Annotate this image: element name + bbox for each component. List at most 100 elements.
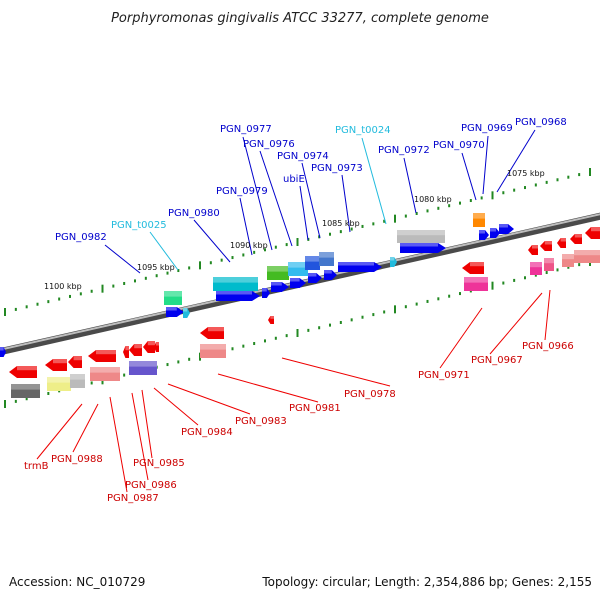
gene-highlight [560,238,566,242]
gene-block-highlight [11,384,40,390]
gene-block [473,213,485,227]
scale-dot [350,318,353,322]
gene-body [585,227,600,239]
scale-dot [578,263,581,267]
label-leader-line [496,129,536,193]
gene-block-highlight [319,252,334,258]
scale-dot [69,294,71,298]
gene-label-trmb: trmB [24,461,49,472]
scale-dot [556,268,559,272]
gene-block [530,262,542,275]
gene-label-pgn-0976: PGN_0976 [243,139,295,150]
label-leader-line [167,383,251,415]
label-leader-line [104,244,141,274]
gene-highlight [574,234,582,238]
gene-label-pgn-0986: PGN_0986 [125,480,177,491]
gene-body [479,230,489,240]
gene-arrow [490,228,500,238]
scale-dot [166,271,169,275]
label-leader-line [36,403,83,460]
scale-dot [383,219,386,223]
gene-block [70,374,85,388]
scale-dot [296,329,299,337]
gene-block [213,277,258,291]
gene-body [183,308,190,318]
label-leader-line [72,403,99,453]
gene-block [574,250,600,263]
scale-dot [90,289,93,293]
gene-highlight [470,262,484,267]
scale-dot [79,292,82,296]
gene-block-highlight [574,250,600,256]
label-leader-line [239,197,253,256]
gene-body [123,346,129,358]
label-leader-line [153,387,199,426]
scale-dot [318,235,321,239]
label-leader-line [109,396,128,493]
scale-tick-label: 1100 kbp [44,282,82,291]
scale-dot [404,305,407,309]
gene-label-pgn-0987: PGN_0987 [107,493,159,504]
scale-dot [329,232,331,236]
gene-body [68,356,82,368]
label-leader-line [217,373,319,403]
gene-label-ubie: ubiE [283,174,305,185]
label-leader-line [242,136,273,251]
scale-dot [253,250,256,254]
gene-arrow [499,224,514,234]
gene-block-highlight [473,213,485,219]
scale-dot [329,323,331,327]
label-leader-line [259,150,293,247]
gene-highlight [216,291,252,295]
scale-dot [155,274,158,278]
gene-arrow [271,282,289,292]
gene-arrow [45,359,67,371]
gene-body [324,270,337,280]
scale-dot [426,299,429,303]
gene-block [129,361,157,375]
gene-block [464,277,488,291]
scale-dot [58,297,61,301]
scale-dot [545,271,548,275]
gene-arrow [308,273,322,283]
gene-highlight [499,224,508,228]
gene-arrow [216,291,260,301]
gene-label-pgn-0980: PGN_0980 [168,208,220,219]
gene-arrow [540,241,552,251]
gene-label-pgn-0983: PGN_0983 [235,416,287,427]
gene-body [143,341,155,353]
scale-dot [372,222,375,226]
label-leader-line [461,152,477,201]
gene-highlight [73,356,82,361]
gene-highlight [479,230,485,234]
scale-dot [437,206,440,210]
gene-block-highlight [305,256,320,262]
gene-arrow [290,278,306,288]
scale-dot [459,292,461,296]
label-leader-line [489,292,543,355]
gene-label-pgn-0978: PGN_0978 [344,389,396,400]
gene-body [200,327,224,339]
gene-body [499,224,514,234]
gene-label-pgn-0969: PGN_0969 [461,123,513,134]
gene-body [528,245,538,255]
gene-arrow [183,308,190,318]
gene-highlight [308,273,317,277]
gene-highlight [208,327,224,332]
scale-dot [545,180,548,184]
gene-highlight [270,316,274,319]
label-leader-line [301,162,321,239]
gene-block-highlight [562,254,574,260]
scale-dot [242,253,245,257]
label-leader-line [482,135,489,195]
scale-dot [90,381,93,385]
gene-body [0,347,6,357]
gene-highlight [262,288,267,292]
gene-highlight [532,245,538,249]
gene-body [129,344,142,356]
gene-highlight [53,359,67,364]
scale-dot [415,211,418,215]
gene-label-pgn-0984: PGN_0984 [181,427,233,438]
scale-dot [404,214,407,218]
scale-dot [209,261,212,265]
